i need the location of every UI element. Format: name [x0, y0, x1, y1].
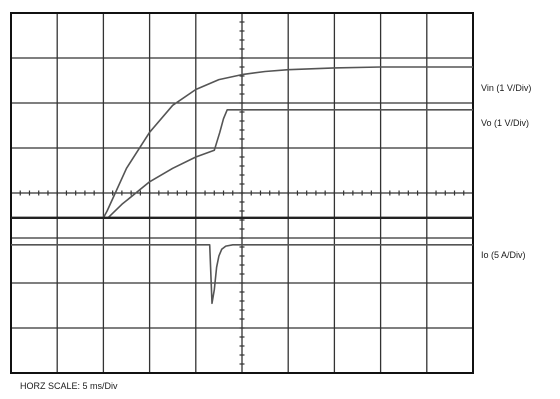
vo-channel-label: Vo (1 V/Div)	[481, 118, 529, 128]
io-channel-label: Io (5 A/Div)	[481, 250, 526, 260]
io-trace	[11, 244, 473, 305]
vin-trace	[11, 66, 473, 219]
grid-layer	[10, 12, 474, 374]
vin-channel-label: Vin (1 V/Div)	[481, 83, 531, 93]
trace-labels: Vin (1 V/Div) Vo (1 V/Div) Io (5 A/Div)	[481, 83, 531, 260]
vo-trace	[11, 109, 473, 219]
plot-frame	[10, 12, 474, 374]
horizontal-scale-label: HORZ SCALE: 5 ms/Div	[20, 381, 118, 391]
trace-layer	[11, 66, 473, 305]
